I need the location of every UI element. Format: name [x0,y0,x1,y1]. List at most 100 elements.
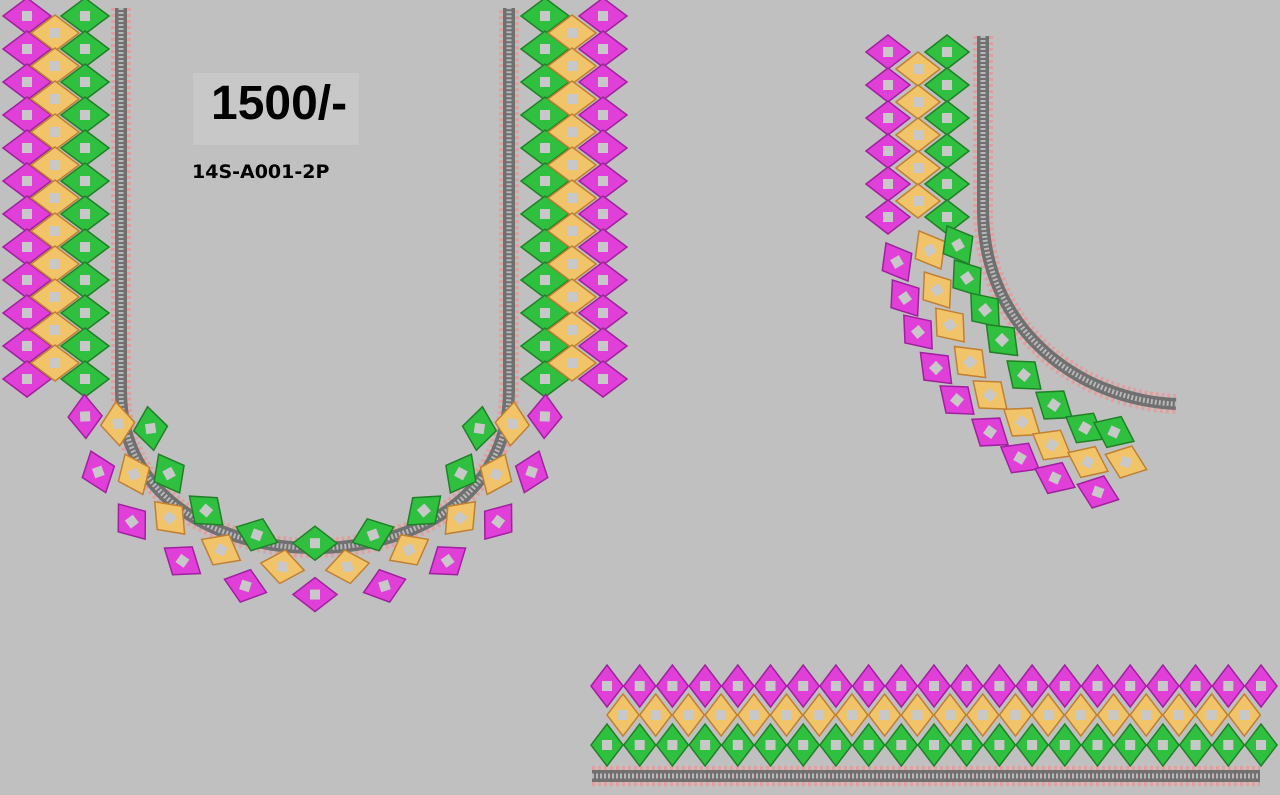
diamond-motif [117,453,151,496]
diamond-motif [1129,692,1164,738]
diamond-motif [919,351,953,385]
diamond-motif [688,722,723,768]
diamond-motif [461,405,498,452]
diamond-motif [903,314,933,350]
diamond-motif [942,224,974,266]
diamond-motif [291,576,339,613]
diamond-motif [577,360,629,398]
diamond-motif [864,199,912,235]
diamond-motif [867,692,902,738]
diamond-motif [1015,722,1050,768]
diamond-motif [1113,663,1148,709]
diamond-motif [1244,663,1278,709]
diamond-motif [1015,663,1050,709]
diamond-motif [351,517,395,552]
diamond-motif [655,722,690,768]
diamond-motif [406,495,442,526]
diamond-motif [388,534,430,566]
diamond-motif [622,722,657,768]
diamond-motif [970,292,1000,328]
diamond-motif [1178,722,1213,768]
price-label: 1500/- [211,77,348,130]
diamond-motif [606,692,640,738]
diamond-motif [1244,722,1278,768]
diamond-motif [514,450,549,494]
diamond-motif [494,400,531,447]
diamond-motif [922,270,952,310]
diamond-motif [736,692,771,738]
diamond-motif [949,722,984,768]
diamond-motif [1113,722,1148,768]
diamond-motif [1076,475,1120,509]
diamond-motif [1211,722,1246,768]
diamond-motif [479,453,513,496]
diamond-motif [720,722,755,768]
diamond-motif [1161,692,1196,738]
diamond-motif [638,692,673,738]
diamond-motif [1066,445,1110,479]
diamond-motif [851,722,886,768]
diamond-motif [546,344,598,382]
diamond-motif [362,568,407,604]
diamond-motif [324,549,371,585]
diamond-motif [753,722,788,768]
diamond-motif [720,663,755,709]
diamond-motif [704,692,739,738]
diamond-motif [1006,360,1042,390]
diamond-motif [884,722,919,768]
diamond-motif [163,546,202,576]
diamond-motif [769,692,804,738]
diamond-motif [1002,407,1042,437]
diamond-motif [1104,445,1148,479]
diamond-motif [949,663,984,709]
diamond-motif [526,393,563,440]
diamond-motif [894,183,942,219]
diamond-motif [890,278,920,318]
diamond-motif [914,229,946,271]
diamond-motif [786,722,821,768]
diamond-motif [753,663,788,709]
diamond-motif [1063,692,1098,738]
diamond-motif [881,241,913,283]
diamond-motif [1033,461,1077,495]
diamond-motif [428,546,467,576]
diamond-motif [1227,692,1262,738]
design-code-label: 14S-A001-2P [192,161,330,183]
diamond-motif [81,450,116,494]
diamond-motif [29,344,81,382]
diamond-motif [1145,663,1180,709]
diamond-motif [802,692,837,738]
diamond-motif [223,568,268,604]
diamond-motif [590,722,624,768]
diamond-motif [622,663,657,709]
diamond-motif [153,500,186,535]
diamond-motif [1034,390,1074,420]
diamond-motif [1178,663,1213,709]
diamond-motif [1194,692,1229,738]
diamond-motif [972,380,1008,410]
diamond-motif [834,692,869,738]
diamond-motif [982,722,1017,768]
diamond-motif [818,663,853,709]
diamond-motif [965,692,1000,738]
diamond-motif [900,692,935,738]
diamond-motif [999,442,1041,474]
diamond-motif [985,323,1019,357]
diamond-motif [117,503,147,541]
diamond-motif [67,393,104,440]
diamond-motif [970,417,1010,447]
diamond-motif [153,453,185,494]
diamond-motif [445,453,477,494]
diamond-motif [1080,663,1115,709]
diamond-motif [1096,692,1131,738]
diamond-motif [953,345,987,379]
diamond-motif [1047,663,1082,709]
diamond-motif [939,385,975,415]
diamond-motif [444,500,477,535]
diamond-motif [884,663,919,709]
diamond-motif [1080,722,1115,768]
diamond-motif [671,692,706,738]
diamond-motif [917,663,951,709]
diamond-motif [1031,692,1066,738]
